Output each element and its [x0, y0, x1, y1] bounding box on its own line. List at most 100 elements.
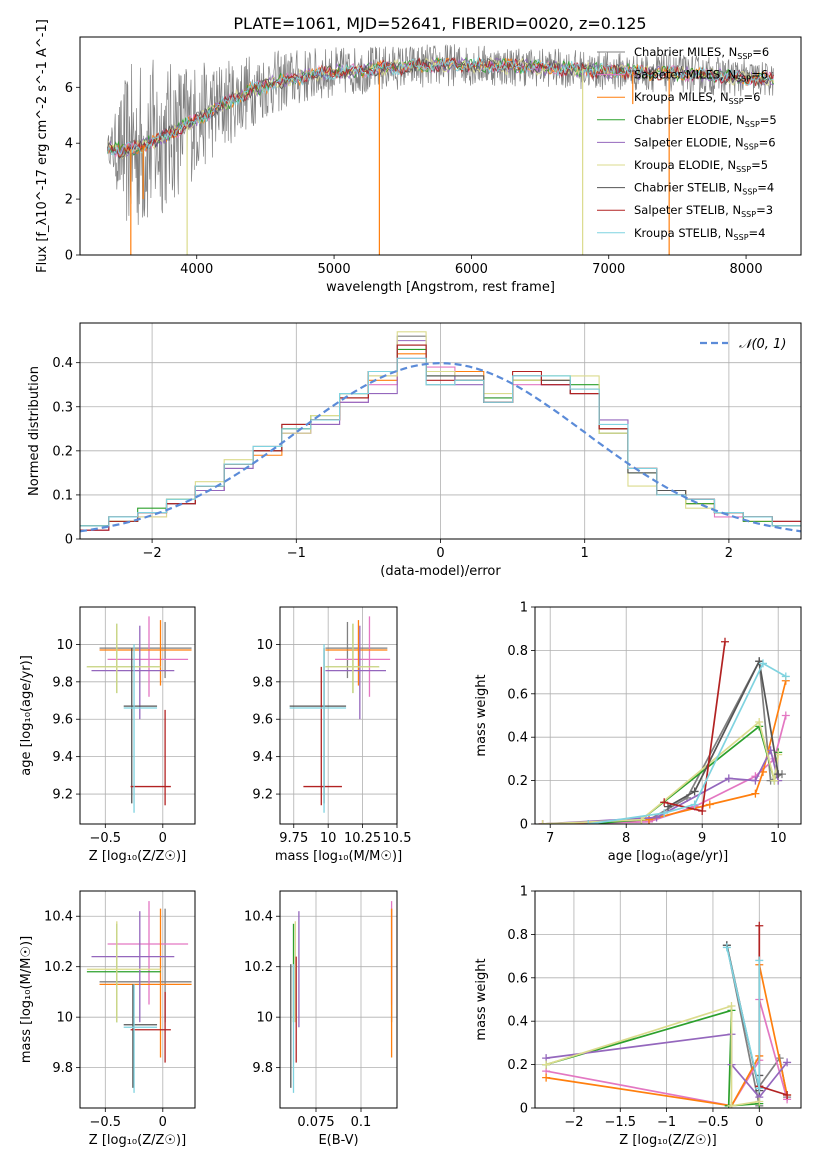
y-axis-label: mass weight	[474, 674, 489, 756]
errorbar-salpeter-elodie	[325, 625, 386, 720]
x-axis-label: E(B-V)	[318, 1133, 358, 1148]
plot-area	[80, 331, 801, 533]
histogram-kroupa-stelib	[80, 357, 801, 527]
x-tick-label: −1	[657, 1115, 676, 1130]
series-chabrier-miles	[722, 941, 792, 1108]
y-tick-label: 0.3	[52, 400, 73, 415]
x-tick-label: 1	[581, 546, 589, 561]
x-axis-label: wavelength [Angstrom, rest frame]	[326, 280, 555, 295]
series-line	[758, 925, 788, 1096]
x-tick-label: 10	[320, 831, 337, 846]
plot-area	[107, 43, 774, 255]
errorbar-salpeter-miles	[335, 616, 391, 697]
data-point	[727, 1101, 736, 1108]
errorbar-kroupa-miles	[99, 620, 192, 686]
data-point	[690, 787, 699, 796]
plot-area	[86, 616, 192, 813]
data-point	[781, 711, 790, 720]
data-point	[542, 1073, 551, 1082]
panel-spectrum: 4000 5000 6000 7000 8000 0 2 4 6 wavelength [Angs…	[35, 19, 802, 295]
spectrum-model-line	[107, 58, 774, 159]
y-tick-label: 0	[65, 533, 73, 548]
data-point	[724, 774, 733, 783]
x-tick-label: 0	[436, 546, 444, 561]
y-tick-label: 9.2	[52, 788, 73, 803]
x-tick-label: 0	[755, 1115, 763, 1130]
legend-entry: Salpeter STELIB, NSSP=3	[634, 203, 773, 219]
x-tick-label: 2	[725, 546, 733, 561]
series-salpeter-stelib	[660, 637, 729, 815]
y-tick-label: 2	[65, 193, 73, 208]
plot-area	[290, 901, 393, 1093]
y-tick-label: 0	[520, 1102, 528, 1117]
x-tick-label: 0.1	[351, 1115, 372, 1130]
data-point	[766, 746, 775, 755]
x-tick-label: −1	[287, 546, 306, 561]
y-tick-label: 0.1	[52, 488, 73, 503]
panel-residuals: −2 −1 0 1 2 0 0.1 0.2 0.3 0.4 (data-model)/error No…	[27, 322, 802, 579]
y-tick-label: 10	[256, 1011, 273, 1026]
legend-entry: Salpeter MILES, NSSP=6	[634, 68, 768, 84]
legend-entry: 𝒩(0, 1)	[739, 337, 786, 352]
panel-mass_vs_Z: −0.5 0 9.8 10 10.2 10.4 Z [log₁₀(Z/Z☉)] mass [l…	[19, 890, 196, 1148]
x-tick-label: −0.5	[697, 1115, 729, 1130]
data-point	[774, 770, 783, 779]
x-tick-label: 0	[159, 1115, 167, 1130]
data-point	[727, 1002, 736, 1011]
errorbar-kroupa-stelib	[289, 644, 347, 813]
y-tick-label: 9.6	[52, 713, 73, 728]
series-kroupa-elodie	[538, 718, 783, 824]
y-tick-label: 9.4	[252, 750, 273, 765]
y-tick-label: 9.8	[52, 1061, 73, 1076]
x-axis-label: age [log₁₀(age/yr)]	[608, 849, 729, 864]
x-tick-label: 5000	[318, 262, 351, 277]
x-tick-label: 9	[698, 831, 706, 846]
errorbar-salpeter-elodie	[91, 911, 175, 1023]
y-tick-label: 0.4	[507, 1015, 528, 1030]
x-axis-label: mass [log₁₀(M/M☉)]	[275, 849, 402, 864]
data-point	[538, 820, 547, 824]
legend-entry: Kroupa STELIB, NSSP=4	[634, 226, 765, 242]
series-line	[542, 715, 787, 824]
x-tick-label: 8	[622, 831, 630, 846]
axes-frame	[279, 606, 398, 825]
y-tick-label: 0.6	[507, 687, 528, 702]
y-tick-label: 10.2	[244, 960, 273, 975]
data-point	[660, 798, 669, 807]
data-point	[770, 776, 779, 785]
x-axis-label: Z [log₁₀(Z/Z☉)]	[89, 1133, 186, 1148]
y-tick-label: 0	[65, 249, 73, 264]
y-axis-label: Normed distribution	[27, 366, 42, 496]
y-tick-label: 9.4	[52, 750, 73, 765]
data-point	[721, 637, 729, 646]
series-line	[588, 724, 780, 824]
x-axis-label: Z [log₁₀(Z/Z☉)]	[619, 1133, 716, 1148]
series-kroupa-elodie	[542, 1002, 764, 1108]
series-line	[667, 658, 780, 808]
errorbar-salpeter-miles	[107, 901, 189, 1005]
y-tick-label: 10	[256, 638, 273, 653]
data-point	[690, 800, 699, 809]
y-tick-label: 10	[56, 1011, 73, 1026]
data-point	[722, 943, 731, 952]
y-tick-label: 10.4	[244, 910, 273, 925]
data-point	[755, 1097, 764, 1106]
data-point	[781, 672, 790, 681]
data-point	[705, 800, 714, 809]
data-point	[783, 1058, 792, 1067]
errorbar-kroupa-stelib	[123, 644, 158, 813]
data-point	[751, 776, 760, 785]
errorbar-kroupa-miles	[325, 620, 388, 686]
y-tick-label: 9.2	[252, 788, 273, 803]
errorbar-chabrier-elodie	[325, 623, 380, 694]
series-line	[545, 1009, 760, 1107]
y-tick-label: 10.2	[44, 960, 73, 975]
errorbar-chabrier-stelib	[123, 984, 158, 1088]
x-tick-label: −0.5	[90, 1115, 122, 1130]
axes-frame	[79, 890, 196, 1109]
x-tick-label: −0.5	[90, 831, 122, 846]
y-tick-label: 0.2	[507, 1058, 528, 1073]
axes-frame	[79, 36, 802, 256]
x-tick-label: 7	[546, 831, 554, 846]
